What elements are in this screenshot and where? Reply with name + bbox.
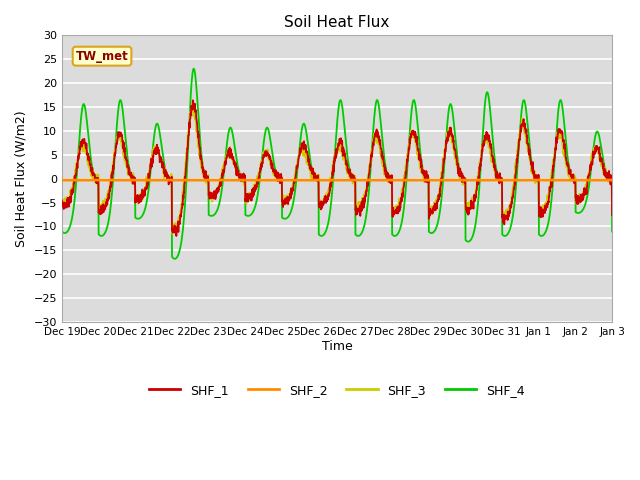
SHF_4 [212,210,220,216]
Y-axis label: Soil Heat Flux (W/m2): Soil Heat Flux (W/m2) [15,110,28,247]
SHF_2 [365,177,372,183]
SHF_3 [608,204,616,210]
SHF_3 [58,197,66,203]
SHF_1 [608,212,616,218]
Text: TW_met: TW_met [76,49,129,63]
Line: SHF_1: SHF_1 [62,100,612,236]
SHF_3 [497,175,505,180]
SHF_1 [58,198,66,204]
SHF_2 [575,177,582,183]
Line: SHF_4: SHF_4 [62,69,612,259]
SHF_2 [211,177,219,183]
SHF_4 [353,233,361,239]
SHF_1 [575,196,583,202]
X-axis label: Time: Time [322,340,353,353]
SHF_3 [575,197,583,203]
SHF_2 [497,177,504,183]
SHF_4 [365,184,373,190]
SHF_1 [173,233,180,239]
SHF_4 [190,66,198,72]
SHF_4 [560,118,568,123]
SHF_3 [560,153,568,159]
SHF_1 [189,97,196,103]
SHF_2 [608,177,616,183]
SHF_3 [169,231,177,237]
Legend: SHF_1, SHF_2, SHF_3, SHF_4: SHF_1, SHF_2, SHF_3, SHF_4 [144,379,530,402]
SHF_1 [560,137,568,143]
SHF_4 [497,176,505,182]
SHF_1 [497,175,505,180]
SHF_3 [189,99,196,105]
SHF_2 [559,177,567,183]
SHF_4 [58,228,66,234]
SHF_3 [353,208,361,214]
SHF_4 [171,256,179,262]
SHF_1 [365,170,373,176]
SHF_4 [575,210,583,216]
SHF_3 [365,167,373,173]
SHF_4 [608,228,616,234]
SHF_3 [212,187,220,193]
SHF_1 [353,211,361,217]
Line: SHF_3: SHF_3 [62,102,612,234]
SHF_1 [212,190,220,196]
SHF_2 [353,177,360,183]
SHF_2 [58,177,66,183]
Title: Soil Heat Flux: Soil Heat Flux [284,15,390,30]
